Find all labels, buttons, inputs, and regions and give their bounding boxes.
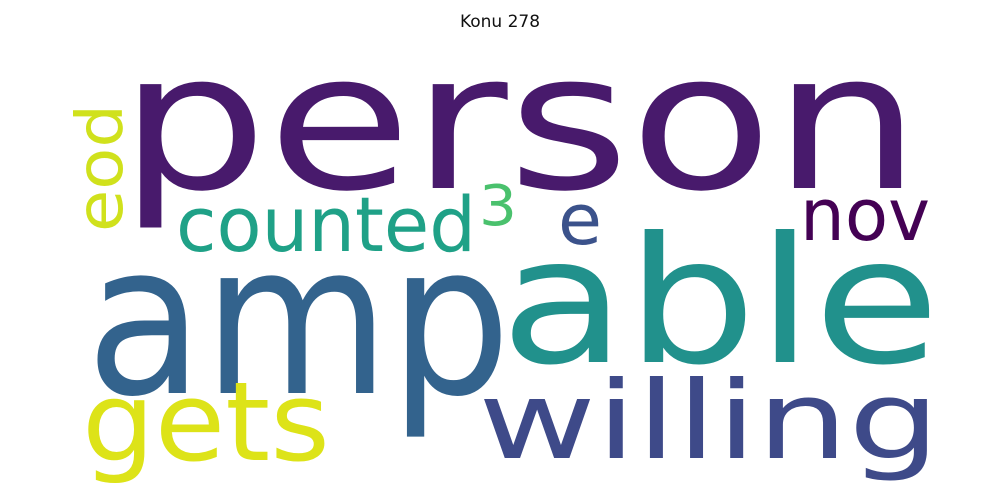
word-e: e <box>558 179 602 261</box>
word-amp: amp <box>86 198 511 443</box>
word-counted: counted <box>176 180 476 269</box>
word-eod: eod <box>64 104 138 232</box>
word-nov: nov <box>800 173 930 257</box>
word-able: able <box>500 201 940 404</box>
word-person: person <box>119 12 921 233</box>
word-3: 3 <box>479 174 517 239</box>
word-gets: gets <box>82 358 330 486</box>
word-willing: willing <box>478 359 940 484</box>
chart-title: Konu 278 <box>459 12 541 32</box>
